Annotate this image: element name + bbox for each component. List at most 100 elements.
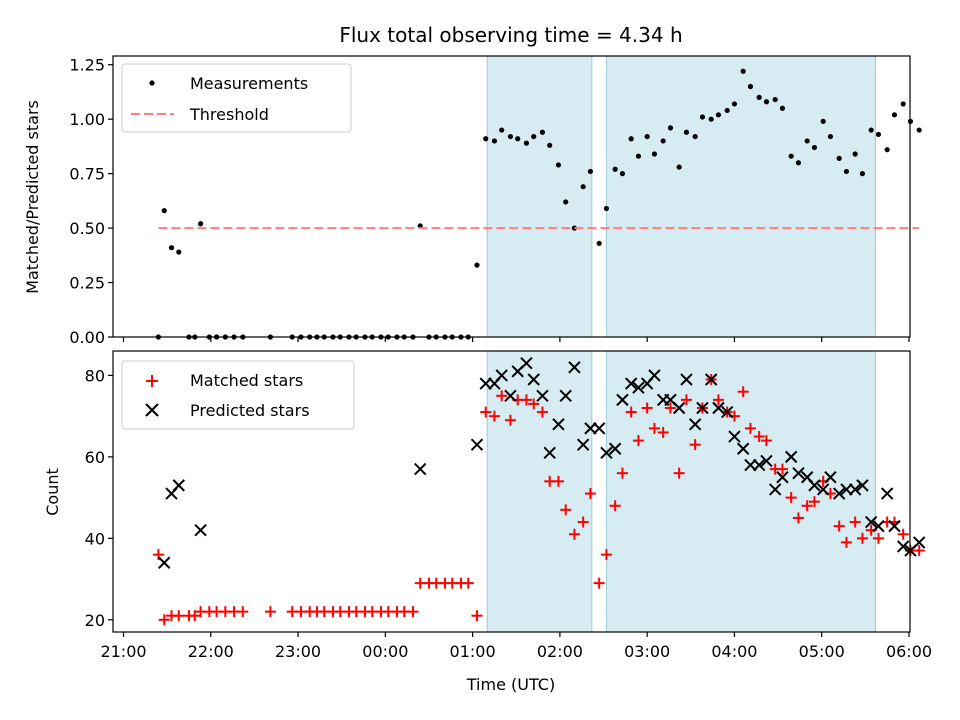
legend-matched-label: Matched stars [190, 371, 303, 390]
top-x-ticks [122, 337, 910, 342]
measurement-point [168, 245, 175, 251]
matched-star-point [189, 610, 201, 622]
predicted-star-point [832, 487, 846, 500]
predicted-star-point [872, 519, 885, 533]
measurement-point [715, 112, 722, 118]
measurement-point [692, 133, 698, 140]
matched-star-point [536, 406, 548, 418]
top-y-axis-label: Matched/Predicted stars [23, 100, 42, 294]
measurement-point [731, 101, 738, 107]
measurement-point [644, 133, 650, 140]
bottom-legend-box [121, 360, 355, 430]
bottom-panel: 20 40 60 80 21:00 22:00 23:00 00:00 01:00 02:00 0… [43, 350, 932, 694]
legend-measurements-label: Measurements [190, 74, 308, 93]
measurement-point [197, 221, 204, 227]
y-tick-label: 1.25 [69, 56, 105, 75]
predicted-star-point [616, 393, 629, 407]
x-tick-label: 02:00 [537, 642, 583, 661]
measurement-point [515, 136, 521, 142]
legend-measurements-marker [149, 80, 155, 86]
legend-matched-marker [146, 375, 158, 387]
x-tick-label: 21:00 [100, 642, 146, 661]
legend-predicted-marker [145, 403, 159, 417]
matched-star-point [504, 414, 516, 426]
legend-threshold-label: Threshold [189, 105, 269, 124]
predicted-star-point [720, 405, 734, 419]
bottom-y-axis-label: Count [43, 468, 62, 516]
measurement-point [635, 153, 642, 159]
predicted-star-point [848, 483, 862, 496]
x-tick-label: 23:00 [275, 642, 321, 661]
predicted-star-point [470, 438, 484, 451]
matched-star-point [760, 435, 772, 447]
predicted-star-point [536, 389, 549, 403]
predicted-star-point [194, 523, 207, 537]
matched-star-point [593, 577, 605, 589]
matched-star-point [808, 496, 820, 508]
measurement-point [724, 107, 730, 114]
measurement-point [176, 249, 182, 255]
measurement-point [708, 116, 714, 122]
matched-star-point [657, 426, 669, 438]
measurement-point [483, 136, 489, 142]
y-tick-label: 0.50 [69, 219, 105, 238]
predicted-star-point [632, 381, 645, 394]
matched-star-point [471, 610, 483, 622]
chart-title: Flux total observing time = 4.34 h [339, 23, 682, 47]
measurement-point [596, 240, 602, 246]
predicted-star-point [576, 438, 590, 451]
matched-star-point [673, 467, 685, 479]
predicted-star-point [784, 450, 798, 464]
measurement-point [859, 171, 866, 177]
matched-star-point [552, 475, 564, 487]
matched-star-point [584, 488, 596, 500]
predicted-star-point [600, 446, 613, 460]
matched-star-point [737, 386, 749, 398]
x-axis-label: Time (UTC) [466, 675, 555, 694]
predicted-star-point [864, 515, 878, 529]
predicted-stars-series [158, 357, 926, 569]
x-tick-label: 00:00 [362, 642, 408, 661]
matched-star-point [488, 410, 500, 422]
predicted-star-point [495, 369, 508, 382]
measurement-point [628, 136, 634, 142]
x-tick-label: 05:00 [799, 642, 845, 661]
matched-star-point [528, 398, 540, 410]
measurement-point [884, 147, 890, 153]
matched-star-point [776, 463, 788, 475]
predicted-star-point [527, 373, 540, 386]
predicted-star-point [592, 422, 606, 435]
measurement-point [756, 94, 762, 100]
predicted-star-point [520, 357, 533, 370]
matched-star-point [712, 394, 724, 406]
bottom-y-axis: 20 40 60 80 [85, 366, 113, 630]
matched-star-point [801, 500, 813, 512]
matched-star-point [237, 606, 249, 618]
predicted-star-point [712, 401, 725, 415]
matched-star-point [648, 422, 660, 434]
matched-star-point [753, 431, 765, 443]
matched-star-point [856, 532, 868, 544]
measurement-point [843, 168, 850, 175]
y-tick-label: 0.75 [69, 165, 105, 184]
matched-star-point [897, 528, 909, 540]
predicted-star-point [824, 471, 837, 484]
measurements-series [155, 68, 922, 340]
measurement-point [900, 101, 906, 107]
matched-star-point [833, 520, 845, 532]
measurement-point [779, 105, 786, 111]
measurement-point [795, 160, 802, 166]
predicted-star-point [896, 540, 910, 553]
measurement-point [875, 131, 882, 138]
y-tick-label: 60 [85, 448, 105, 467]
measurement-point [891, 112, 898, 118]
predicted-star-point [568, 361, 581, 374]
predicted-star-point [792, 466, 805, 480]
measurement-point [916, 127, 922, 133]
bottom-x-axis: 21:00 22:00 23:00 00:00 01:00 02:00 03:00 04:00… [100, 632, 932, 661]
matched-star-point [152, 549, 164, 561]
predicted-star-point [776, 471, 789, 484]
matched-star-point [632, 435, 644, 447]
matched-stars-series [152, 374, 925, 626]
